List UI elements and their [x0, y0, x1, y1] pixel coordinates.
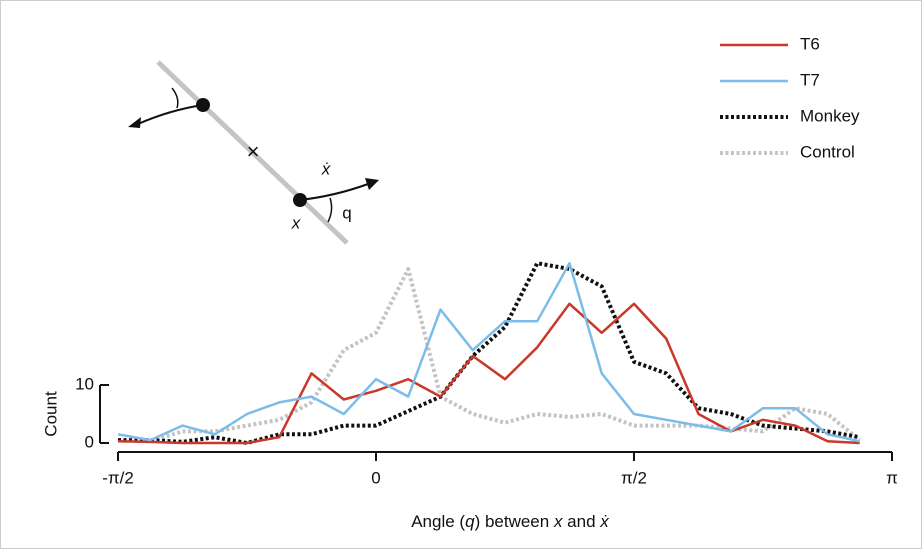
arrowhead [365, 178, 379, 190]
label-part: q [465, 512, 475, 531]
position-label: x [291, 213, 301, 232]
y-axis-label: Count [41, 391, 60, 437]
x-tick-label: -π/2 [102, 468, 134, 487]
label-part: ) between [475, 512, 554, 531]
y-tick-label: 10 [75, 374, 94, 393]
x-tick-label: 0 [371, 468, 380, 487]
angle-arc [171, 87, 179, 109]
center-mark: × [247, 139, 260, 164]
label-part: and [562, 512, 600, 531]
x-tick-label: π/2 [621, 468, 647, 487]
arrow [299, 183, 369, 201]
x-axis-label: Angle (q) between x and ẋ [411, 512, 609, 531]
rod [156, 60, 349, 245]
series-line [117, 302, 860, 445]
angle-arc [327, 197, 333, 223]
series-line [118, 261, 861, 445]
velocity-label: ẋ [321, 159, 331, 178]
label-part: x [553, 512, 563, 531]
legend-label: Control [800, 142, 855, 161]
x-tick-label: π [886, 468, 898, 487]
legend-label: Monkey [800, 106, 860, 125]
angle-label: q [342, 203, 351, 222]
legend-label: T6 [800, 34, 820, 53]
y-tick-label: 0 [85, 432, 94, 451]
arrowhead [128, 117, 141, 128]
arrow [137, 104, 204, 125]
label-part: ẋ [599, 512, 609, 531]
legend-label: T7 [800, 70, 820, 89]
inset-diagram: × ẋ x q [128, 60, 379, 245]
series-line [117, 261, 861, 443]
label-part: Angle ( [411, 512, 465, 531]
